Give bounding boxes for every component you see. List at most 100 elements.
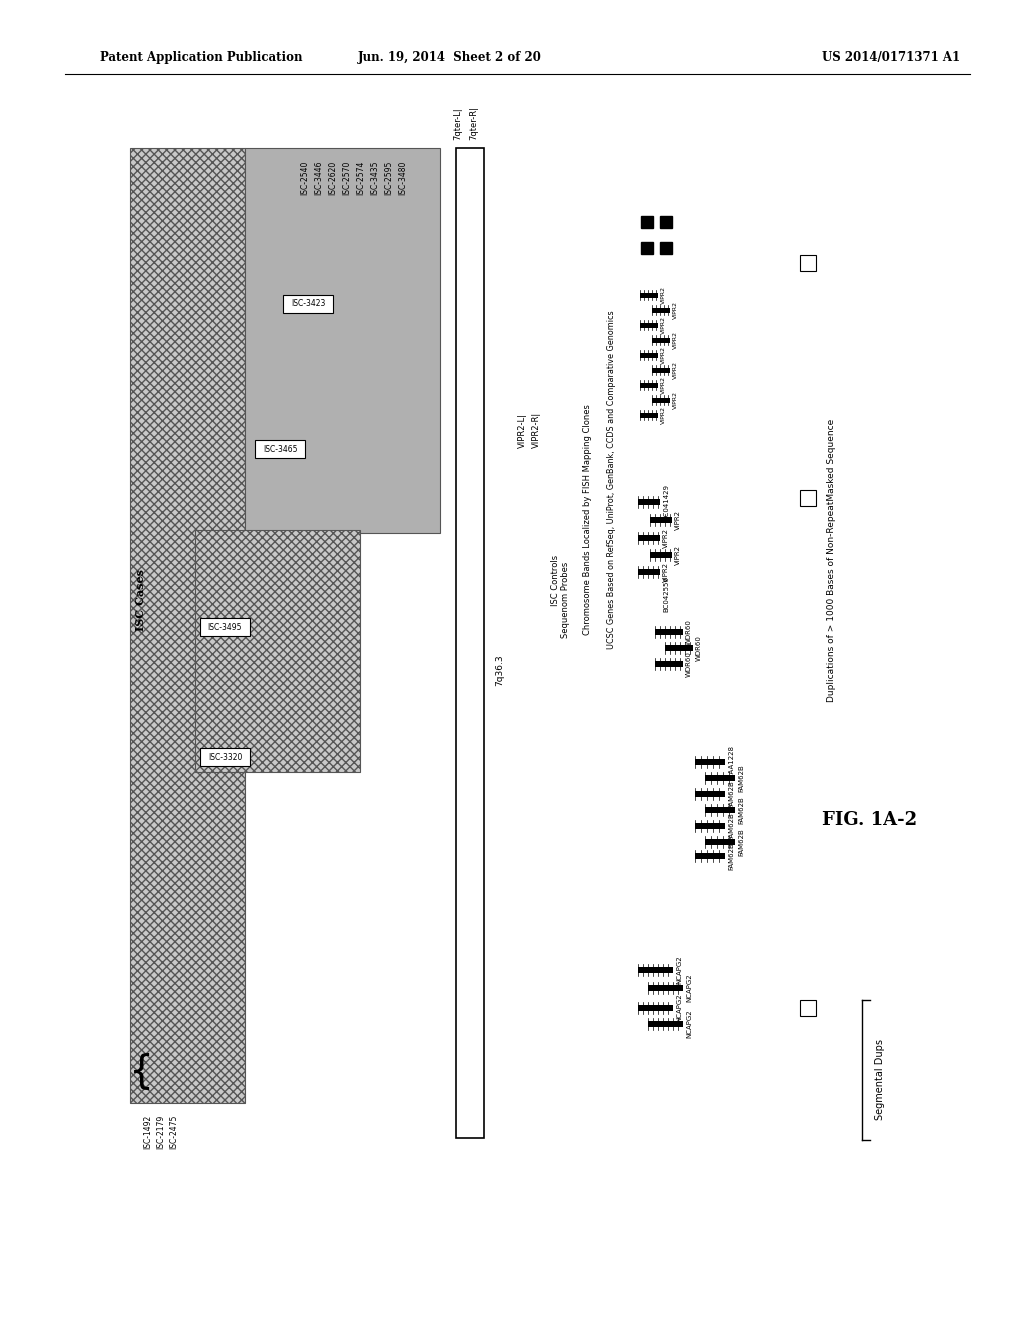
Text: VIPR2: VIPR2 — [662, 407, 666, 424]
Text: NCAPG2: NCAPG2 — [686, 974, 692, 1002]
Bar — [640, 293, 658, 298]
Bar — [800, 490, 816, 506]
Text: NCAPG2: NCAPG2 — [676, 994, 682, 1022]
Text: FAM62B: FAM62B — [728, 842, 734, 870]
Bar — [660, 242, 672, 253]
Bar — [652, 368, 670, 374]
Text: FAM62B: FAM62B — [738, 764, 744, 792]
Bar — [695, 791, 725, 797]
Text: ISC-2179: ISC-2179 — [157, 1115, 166, 1150]
Text: ISC-3320: ISC-3320 — [208, 752, 243, 762]
Text: ISC-2620: ISC-2620 — [329, 161, 338, 195]
Text: UCSC Genes Based on RefSeq, UniProt, GenBank, CCDS and Comparative Genomics: UCSC Genes Based on RefSeq, UniProt, Gen… — [607, 310, 616, 649]
Text: VIPR2: VIPR2 — [673, 391, 678, 409]
Text: ISC-1492: ISC-1492 — [143, 1115, 153, 1150]
Bar — [705, 840, 735, 845]
Bar — [195, 531, 360, 772]
Text: FIG. 1A-2: FIG. 1A-2 — [822, 810, 918, 829]
Bar — [652, 338, 670, 343]
Bar — [641, 216, 653, 228]
Bar — [200, 618, 250, 636]
Bar — [638, 499, 660, 506]
Bar — [640, 383, 658, 388]
Bar — [638, 1005, 673, 1011]
Bar — [655, 661, 683, 667]
Text: ISC-3423: ISC-3423 — [291, 300, 326, 309]
Bar — [283, 294, 333, 313]
Text: VIPR2: VIPR2 — [662, 286, 666, 304]
Text: FAM62B: FAM62B — [728, 812, 734, 840]
Text: VIPR2-R|: VIPR2-R| — [531, 412, 541, 447]
Text: ISC-3495: ISC-3495 — [208, 623, 243, 631]
Text: FAM62B: FAM62B — [738, 796, 744, 824]
Bar — [652, 399, 670, 403]
Bar — [638, 569, 660, 576]
Bar — [660, 216, 672, 228]
Bar — [800, 1001, 816, 1016]
Bar — [648, 985, 683, 991]
Bar — [695, 822, 725, 829]
Text: NCAPG2: NCAPG2 — [676, 956, 682, 985]
Bar — [638, 535, 660, 541]
Bar — [655, 630, 683, 635]
Bar — [652, 308, 670, 313]
Bar — [640, 323, 658, 327]
Text: VIPR2-L|: VIPR2-L| — [517, 412, 526, 447]
Text: ISC-3465: ISC-3465 — [263, 445, 297, 454]
Text: BC042556: BC042556 — [663, 576, 669, 612]
Text: }: } — [121, 1051, 145, 1089]
Text: Segmental Dups: Segmental Dups — [874, 1040, 885, 1121]
Text: VIPR2: VIPR2 — [673, 360, 678, 379]
Text: ISC-2570: ISC-2570 — [342, 161, 351, 195]
Text: VIPR2: VIPR2 — [663, 528, 669, 548]
Bar — [650, 552, 672, 558]
Text: VIPR2: VIPR2 — [662, 315, 666, 334]
Bar — [255, 440, 305, 458]
Bar — [705, 807, 735, 813]
Text: ISC Cases: ISC Cases — [134, 569, 145, 631]
Bar — [456, 148, 484, 1138]
Bar — [130, 148, 245, 1104]
Text: 7qter-R|: 7qter-R| — [469, 106, 478, 140]
Bar — [800, 255, 816, 271]
Text: ISC Controls: ISC Controls — [552, 554, 560, 606]
Text: ISC-3446: ISC-3446 — [314, 161, 324, 195]
Text: WDR60: WDR60 — [686, 619, 692, 645]
Text: Jun. 19, 2014  Sheet 2 of 20: Jun. 19, 2014 Sheet 2 of 20 — [358, 51, 542, 65]
Bar — [245, 148, 440, 533]
Text: Sequenom Probes: Sequenom Probes — [561, 562, 570, 638]
Bar — [640, 413, 658, 418]
Text: Duplications of > 1000 Bases of Non-RepeatMasked Sequence: Duplications of > 1000 Bases of Non-Repe… — [827, 418, 837, 702]
Text: 7qter-L|: 7qter-L| — [454, 107, 463, 140]
Text: VIPR2: VIPR2 — [675, 510, 681, 531]
Bar — [648, 1020, 683, 1027]
Text: ISC-2540: ISC-2540 — [300, 161, 309, 195]
Text: Patent Application Publication: Patent Application Publication — [100, 51, 302, 65]
Text: BC041429: BC041429 — [663, 484, 669, 520]
Bar — [695, 853, 725, 859]
Text: VIPR2: VIPR2 — [662, 376, 666, 393]
Text: WDR60: WDR60 — [686, 651, 692, 677]
Bar — [665, 645, 693, 651]
Bar — [695, 759, 725, 766]
Text: US 2014/0171371 A1: US 2014/0171371 A1 — [822, 51, 961, 65]
Text: ISC-2475: ISC-2475 — [170, 1115, 178, 1150]
Bar — [638, 968, 673, 973]
Text: WDR60: WDR60 — [696, 635, 702, 661]
Text: ISC-2595: ISC-2595 — [384, 161, 393, 195]
Text: VIPR2: VIPR2 — [675, 545, 681, 565]
Text: Chromosome Bands Localized by FISH Mapping Clones: Chromosome Bands Localized by FISH Mappi… — [584, 404, 593, 635]
Text: 7q36.3: 7q36.3 — [496, 655, 505, 686]
Bar — [200, 748, 250, 766]
Text: VIPR2: VIPR2 — [662, 346, 666, 364]
Text: KIAA1228: KIAA1228 — [728, 744, 734, 779]
Text: VIPR2: VIPR2 — [673, 331, 678, 348]
Bar — [641, 242, 653, 253]
Bar — [650, 517, 672, 523]
Text: ISC-3480: ISC-3480 — [398, 161, 408, 195]
Text: VIPR2: VIPR2 — [673, 301, 678, 319]
Text: FAM62B: FAM62B — [738, 828, 744, 855]
Text: NCAPG2: NCAPG2 — [686, 1010, 692, 1039]
Bar — [705, 775, 735, 781]
Text: VIPR2: VIPR2 — [663, 562, 669, 582]
